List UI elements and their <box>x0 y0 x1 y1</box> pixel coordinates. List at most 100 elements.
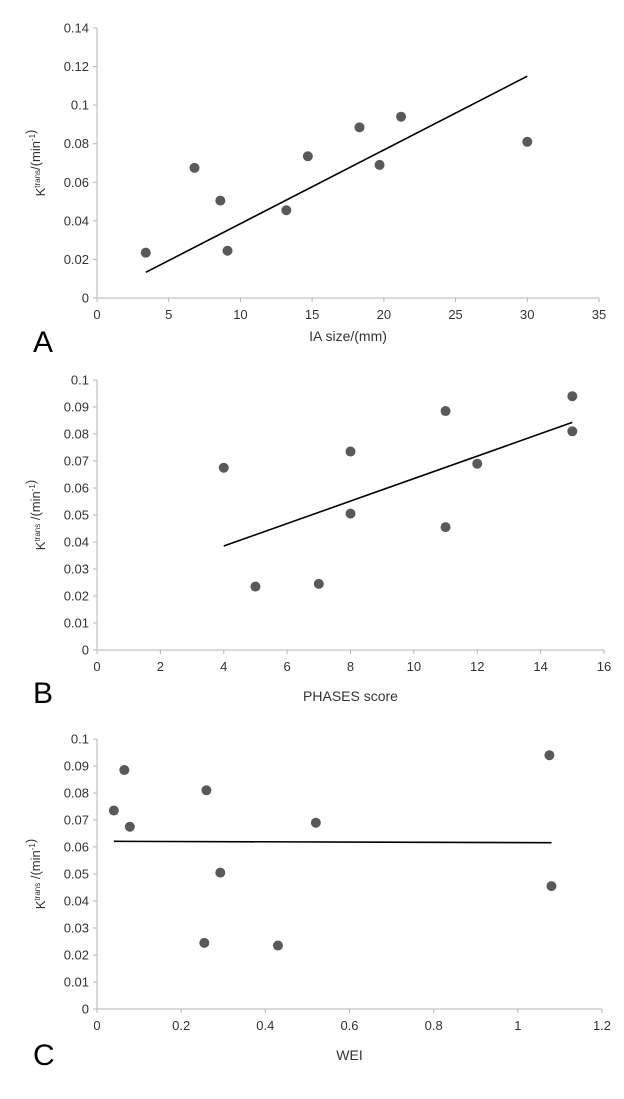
data-point <box>345 508 356 519</box>
trendline <box>223 421 573 547</box>
x-tick-label: 0.4 <box>256 1018 274 1033</box>
y-axis-label: Ktrans /(min-1) <box>23 480 48 550</box>
x-tick-label: 10 <box>407 659 421 674</box>
data-point <box>396 111 407 122</box>
x-tick-label: 1 <box>514 1018 521 1033</box>
y-tick-label: 0.02 <box>64 252 89 267</box>
data-point <box>140 247 151 258</box>
y-tick-label: 0.12 <box>64 59 89 74</box>
y-axis-label: Ktrans /(min-1) <box>23 839 48 909</box>
data-point <box>374 159 385 170</box>
x-tick-label: 12 <box>470 659 484 674</box>
y-tick-label: 0.05 <box>64 508 89 523</box>
data-point <box>544 750 555 761</box>
x-tick-label: 8 <box>347 659 354 674</box>
y-tick-label: 0.08 <box>64 427 89 442</box>
x-tick-label: 0 <box>93 659 100 674</box>
y-tick-label: 0.07 <box>64 813 89 828</box>
x-tick-label: 0.2 <box>172 1018 190 1033</box>
x-tick-label: 0.6 <box>340 1018 358 1033</box>
x-tick-label: 4 <box>220 659 227 674</box>
y-tick-label: 0.14 <box>64 21 89 36</box>
data-point <box>546 881 557 892</box>
data-point <box>218 462 229 473</box>
x-axis-label: IA size/(mm) <box>309 328 387 344</box>
x-tick-label: 0 <box>93 1018 100 1033</box>
panel-letter: C <box>33 1039 55 1072</box>
y-tick-label: 0.06 <box>64 481 89 496</box>
x-tick-label: 6 <box>284 659 291 674</box>
data-point <box>281 205 292 216</box>
y-axis-label: Ktrans/(min-1) <box>23 130 48 197</box>
x-tick-label: 35 <box>592 307 606 322</box>
data-point <box>313 578 324 589</box>
x-tick-label: 15 <box>305 307 319 322</box>
y-tick-label: 0.03 <box>64 921 89 936</box>
chart-panel-b: 0 0.01 0.02 0.03 0.04 0.05 0.06 0.07 0.08 0.09 0.1… <box>23 373 611 711</box>
x-tick-label: 0.8 <box>425 1018 443 1033</box>
y-tick-label: 0.06 <box>64 175 89 190</box>
y-tick-label: 0.01 <box>64 975 89 990</box>
y-tick-label: 0.1 <box>71 98 89 113</box>
trendline <box>145 75 528 274</box>
data-point <box>215 195 226 206</box>
y-tick-label: 0.06 <box>64 840 89 855</box>
data-point <box>124 821 135 832</box>
data-point <box>199 937 210 948</box>
y-tick-label: 0 <box>82 643 89 658</box>
x-tick-label: 10 <box>233 307 247 322</box>
data-point <box>302 151 313 162</box>
y-tick-label: 0.01 <box>64 616 89 631</box>
data-point <box>567 426 578 437</box>
y-tick-label: 0.08 <box>64 786 89 801</box>
data-point <box>354 122 365 133</box>
x-tick-label: 14 <box>533 659 547 674</box>
y-tick-label: 0.09 <box>64 400 89 415</box>
y-tick-label: 0.07 <box>64 454 89 469</box>
x-tick-label: 25 <box>448 307 462 322</box>
panel-letter: A <box>33 326 53 359</box>
panel-letter: B <box>33 677 53 710</box>
data-point <box>189 162 200 173</box>
data-point <box>201 785 212 796</box>
y-tick-label: 0.03 <box>64 562 89 577</box>
x-tick-label: 0 <box>93 307 100 322</box>
x-axis-label: WEI <box>336 1047 362 1063</box>
y-tick-label: 0.04 <box>64 213 89 228</box>
data-point <box>567 391 578 402</box>
data-point <box>222 245 233 256</box>
data-point <box>119 765 130 776</box>
data-point <box>108 805 119 816</box>
chart-panel-a: 0 0.02 0.04 0.06 0.08 0.1 0.12 0.14 0 5 10 15 20 25 30… <box>23 21 606 360</box>
data-point <box>522 136 533 147</box>
data-point <box>310 817 321 828</box>
y-tick-label: 0.1 <box>71 732 89 747</box>
x-tick-label: 16 <box>597 659 611 674</box>
chart-panel-c: 0 0.01 0.02 0.03 0.04 0.05 0.06 0.07 0.08 0.09 0.1… <box>23 732 611 1073</box>
y-tick-label: 0.05 <box>64 867 89 882</box>
y-tick-label: 0.1 <box>71 373 89 388</box>
y-tick-label: 0.09 <box>64 759 89 774</box>
data-point <box>345 446 356 457</box>
y-tick-label: 0.04 <box>64 894 89 909</box>
x-tick-label: 5 <box>165 307 172 322</box>
data-point <box>215 867 226 878</box>
y-tick-label: 0 <box>82 291 89 306</box>
trendline <box>113 840 552 844</box>
y-tick-label: 0.02 <box>64 589 89 604</box>
y-tick-label: 0 <box>82 1002 89 1017</box>
x-tick-label: 30 <box>520 307 534 322</box>
x-tick-label: 2 <box>157 659 164 674</box>
y-tick-label: 0.08 <box>64 136 89 151</box>
data-point <box>440 406 451 417</box>
x-axis-label: PHASES score <box>303 688 398 704</box>
data-point <box>472 458 483 469</box>
x-tick-label: 20 <box>377 307 391 322</box>
data-point <box>272 940 283 951</box>
data-point <box>250 581 261 592</box>
data-point <box>440 522 451 533</box>
y-tick-label: 0.02 <box>64 948 89 963</box>
x-tick-label: 1.2 <box>593 1018 611 1033</box>
y-tick-label: 0.04 <box>64 535 89 550</box>
